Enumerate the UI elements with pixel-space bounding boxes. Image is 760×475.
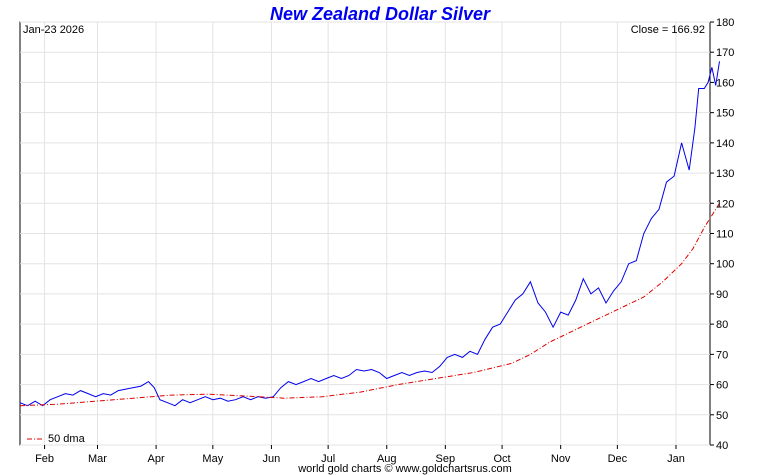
y-tick-label: 40 [716,440,728,452]
x-tick-label: Mar [88,453,107,465]
y-tick-label: 120 [716,198,734,210]
y-tick-label: 60 [716,380,728,392]
y-tick-label: 160 [716,77,734,89]
chart-title: New Zealand Dollar Silver [270,4,491,24]
legend-dma-label: 50 dma [48,433,86,445]
y-tick-label: 170 [716,47,734,59]
footer-credit: world gold charts © www.goldchartsrus.co… [297,463,512,475]
y-tick-label: 130 [716,168,734,180]
y-tick-label: 110 [716,229,734,241]
x-tick-label: Oct [493,453,510,465]
y-tick-label: 140 [716,138,734,150]
date-label: Jan-23 2026 [23,24,84,36]
y-tick-label: 180 [716,17,734,29]
y-tick-label: 90 [716,289,728,301]
x-tick-label: Dec [608,453,628,465]
x-tick-label: Jan [667,453,685,465]
y-tick-label: 50 [716,410,728,422]
y-tick-label: 100 [716,259,734,271]
x-tick-label: Apr [148,453,165,465]
y-tick-label: 150 [716,108,734,120]
x-tick-label: Feb [35,453,54,465]
x-tick-label: Sep [436,453,456,465]
x-tick-label: Nov [551,453,571,465]
x-tick-label: Jun [263,453,281,465]
series-line-price [19,61,720,407]
axis-layer: 40 50 60 70 80 90 100 110 120 130 140 150 160 170 180 F… [35,17,734,465]
y-tick-label: 80 [716,319,728,331]
gridlines [20,21,710,446]
x-tick-label: Jul [321,453,335,465]
series-layer [19,61,720,407]
x-tick-label: Aug [377,453,397,465]
series-line-50dma [19,203,720,407]
y-tick-label: 70 [716,349,728,361]
x-tick-label: May [202,453,223,465]
close-label: Close = 166.92 [631,24,705,36]
